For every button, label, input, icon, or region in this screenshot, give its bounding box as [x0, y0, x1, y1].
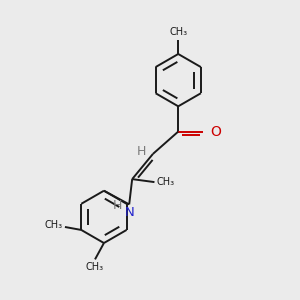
- Text: N: N: [124, 206, 134, 219]
- Text: O: O: [210, 124, 221, 139]
- Text: CH₃: CH₃: [44, 220, 63, 230]
- Text: CH₃: CH₃: [86, 262, 104, 272]
- Text: CH₃: CH₃: [157, 177, 175, 187]
- Text: H: H: [112, 200, 122, 212]
- Text: CH₃: CH₃: [169, 27, 187, 38]
- Text: H: H: [137, 145, 146, 158]
